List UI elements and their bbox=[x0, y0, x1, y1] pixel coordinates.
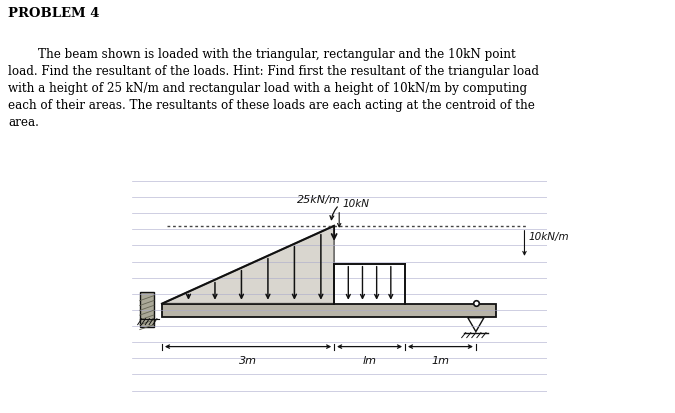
Text: 10kN: 10kN bbox=[342, 198, 369, 208]
Bar bbox=[162, 304, 496, 317]
Polygon shape bbox=[162, 226, 334, 304]
Polygon shape bbox=[468, 318, 484, 332]
Text: The beam shown is loaded with the triangular, rectangular and the 10kN point
loa: The beam shown is loaded with the triang… bbox=[8, 48, 539, 129]
Text: PROBLEM 4: PROBLEM 4 bbox=[8, 7, 100, 20]
Text: 1m: 1m bbox=[431, 355, 450, 365]
Text: 3m: 3m bbox=[239, 355, 257, 365]
Text: 25kN/m: 25kN/m bbox=[297, 195, 341, 204]
Text: 10kN/m: 10kN/m bbox=[529, 231, 569, 241]
Text: lm: lm bbox=[362, 355, 377, 365]
Bar bbox=[140, 292, 154, 327]
